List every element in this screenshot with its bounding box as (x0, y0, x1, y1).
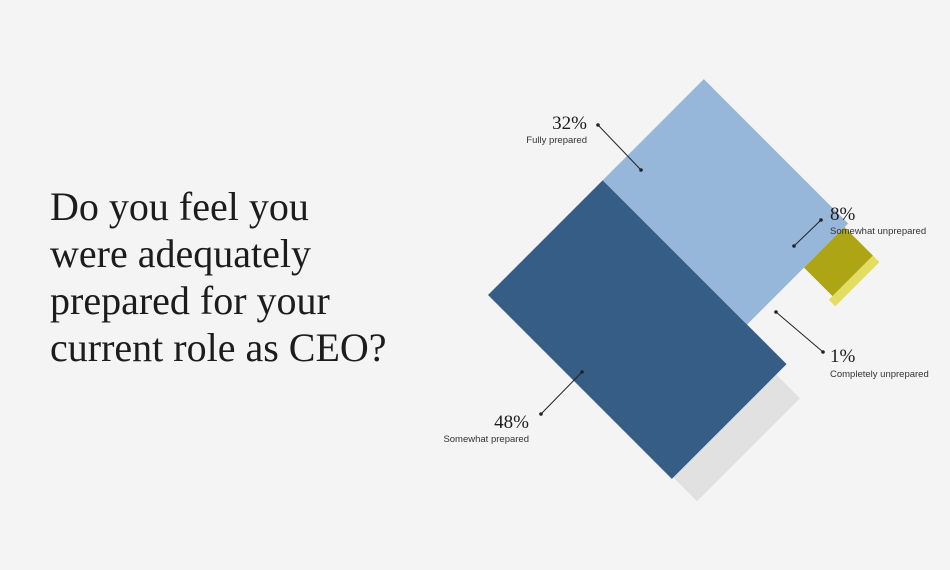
value-label-somewhat-prepared: 48% (494, 412, 529, 433)
chart-annotations: 48%Somewhat prepared 32%Fully prepared 8%S… (443, 113, 928, 445)
leader-dot-somewhat-unprepared (792, 244, 796, 248)
segment-somewhat-unprepared (804, 227, 873, 297)
leader-dot-completely-unprepared (821, 350, 825, 354)
category-label-somewhat-prepared: Somewhat prepared (443, 434, 529, 445)
leader-line-completely-unprepared (775, 311, 824, 353)
question-line: current role as CEO? (50, 325, 387, 370)
value-label-fully-prepared: 32% (552, 113, 587, 134)
category-label-somewhat-unprepared: Somewhat unprepared (830, 226, 926, 237)
leader-dot-somewhat-prepared (539, 412, 543, 416)
question-line: prepared for your (50, 278, 330, 323)
category-label-fully-prepared: Fully prepared (526, 135, 587, 146)
segment-fully-prepared (602, 79, 849, 325)
leader-dot-fully-prepared (596, 123, 600, 127)
leader-dot-somewhat-unprepared (819, 218, 823, 222)
category-label-completely-unprepared: Completely unprepared (830, 369, 929, 380)
value-label-completely-unprepared: 1% (830, 346, 856, 367)
leader-line-somewhat-unprepared (793, 219, 822, 247)
leader-dot-somewhat-prepared (580, 370, 584, 374)
leader-dot-fully-prepared (639, 168, 643, 172)
leader-line-fully-prepared (597, 124, 642, 171)
value-label-somewhat-unprepared: 8% (830, 204, 856, 225)
leader-line-somewhat-prepared (540, 371, 583, 415)
question-title: Do you feel you were adequately prepared… (50, 183, 440, 371)
question-line: were adequately (50, 231, 311, 276)
segment-somewhat-prepared (488, 180, 787, 479)
segment-completely-unprepared (828, 255, 880, 307)
question-line: Do you feel you (50, 184, 309, 229)
leader-dot-completely-unprepared (774, 310, 778, 314)
chart-segments (488, 79, 880, 502)
